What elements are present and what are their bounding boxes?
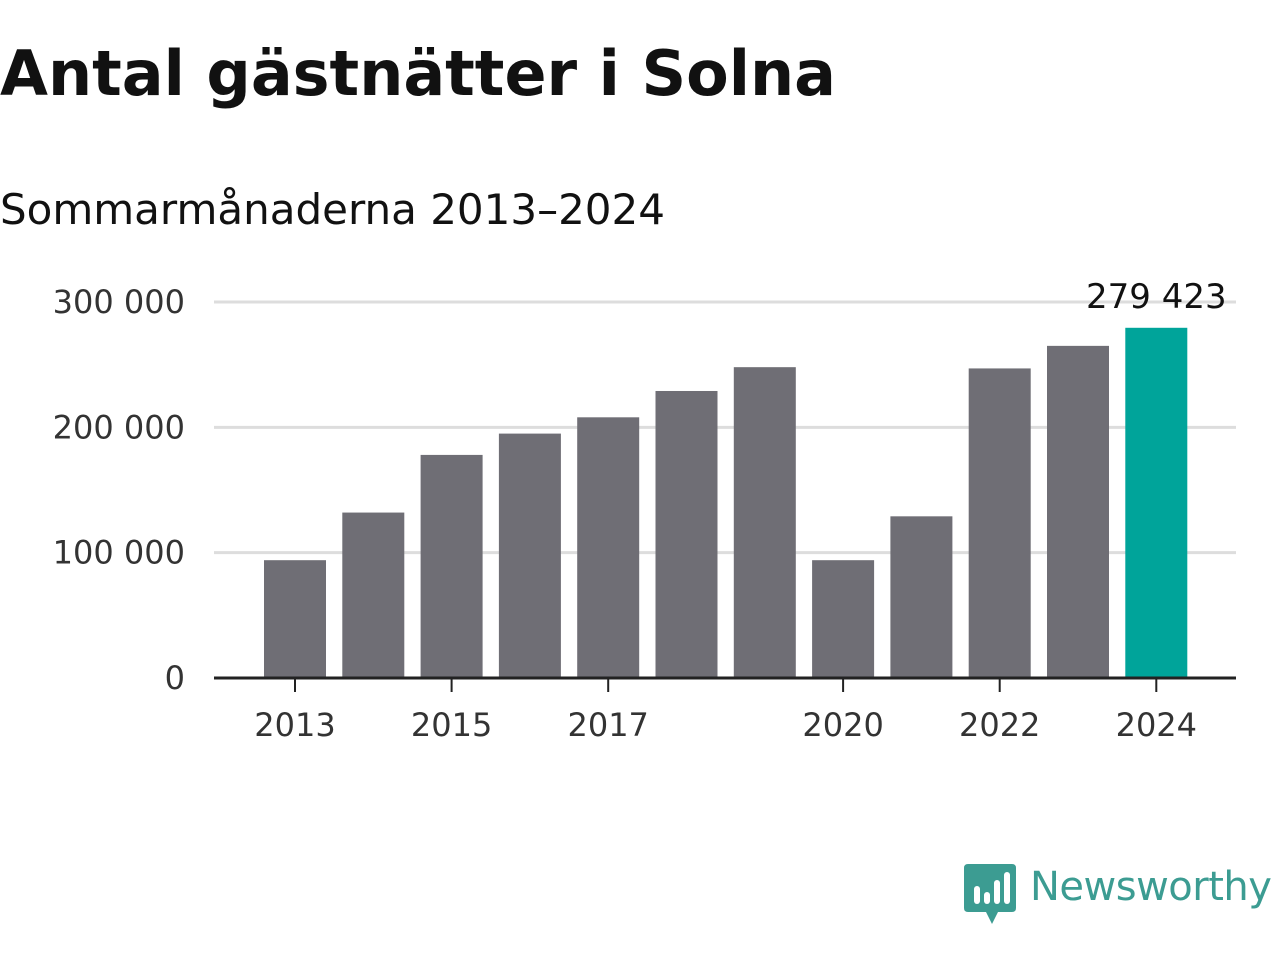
x-tick-label: 2024 <box>1116 706 1197 744</box>
x-tick-label: 2022 <box>959 706 1040 744</box>
bar-2017 <box>577 417 640 678</box>
data-label-2024: 279 423 <box>1086 277 1227 317</box>
bars <box>264 327 1188 678</box>
y-axis-tick-labels: 0 100 000 200 000 300 000 <box>53 283 185 697</box>
bar-2013 <box>264 560 326 678</box>
bar-2022 <box>968 368 1031 678</box>
x-tick-label: 2013 <box>254 706 335 744</box>
data-labels: 279 423 <box>1086 277 1227 317</box>
x-axis-tick-labels: 2013 2015 2017 2020 2022 2024 <box>254 706 1197 744</box>
bar-2023 <box>1047 345 1109 678</box>
bar-2014 <box>342 512 405 678</box>
bar-2019 <box>733 367 796 678</box>
y-tick-label: 200 000 <box>53 408 185 446</box>
x-tick-label: 2015 <box>411 706 492 744</box>
bar-2020 <box>812 560 875 678</box>
bar-2021 <box>890 516 953 678</box>
bar-2024 <box>1125 327 1188 678</box>
newsworthy-chart-bubble-icon <box>964 864 1016 924</box>
newsworthy-logo: Newsworthy <box>964 862 1272 928</box>
brand-name: Newsworthy <box>1030 864 1272 910</box>
chart-title: Antal gästnätter i Solna <box>0 37 836 110</box>
y-tick-label: 0 <box>165 659 185 697</box>
chart-subtitle: Sommarmånaderna 2013–2024 <box>0 185 665 234</box>
x-axis <box>214 676 1236 692</box>
bar-2018 <box>655 390 718 678</box>
bar-2015 <box>420 454 483 678</box>
y-tick-label: 300 000 <box>53 283 185 321</box>
y-tick-label: 100 000 <box>53 534 185 572</box>
x-tick-label: 2020 <box>802 706 883 744</box>
bar-2016 <box>498 433 561 678</box>
x-tick-label: 2017 <box>567 706 648 744</box>
